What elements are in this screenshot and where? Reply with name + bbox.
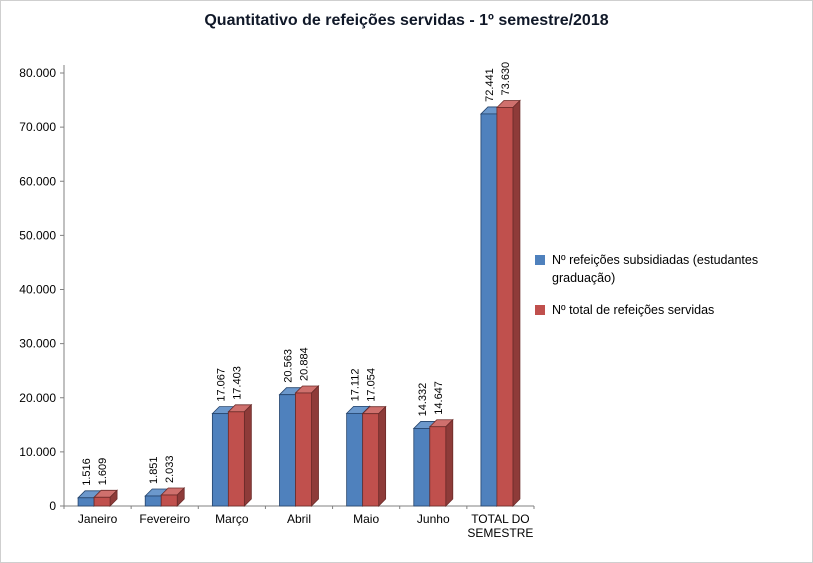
legend-item-total: Nº total de refeições servidas [535, 302, 791, 320]
svg-text:20.563: 20.563 [283, 349, 295, 383]
svg-text:40.000: 40.000 [19, 283, 56, 297]
svg-text:14.332: 14.332 [417, 383, 429, 417]
svg-text:14.647: 14.647 [433, 381, 445, 415]
svg-text:Maio: Maio [353, 512, 379, 526]
legend-swatch-red-icon [535, 305, 545, 315]
svg-text:Abril: Abril [287, 512, 311, 526]
svg-text:0: 0 [49, 499, 56, 513]
svg-text:17.112: 17.112 [350, 369, 362, 402]
svg-text:2.033: 2.033 [164, 455, 176, 483]
legend-swatch-blue-icon [535, 255, 545, 265]
svg-text:17.403: 17.403 [231, 366, 243, 400]
svg-text:SEMESTRE: SEMESTRE [467, 526, 533, 540]
svg-text:17.067: 17.067 [215, 368, 227, 402]
svg-text:72.441: 72.441 [484, 68, 496, 102]
svg-text:20.000: 20.000 [19, 391, 56, 405]
svg-text:Janeiro: Janeiro [78, 512, 118, 526]
svg-text:17.054: 17.054 [366, 368, 378, 402]
svg-text:1.516: 1.516 [81, 458, 93, 486]
svg-text:1.609: 1.609 [97, 458, 109, 486]
svg-text:60.000: 60.000 [19, 174, 56, 188]
legend: Nº refeições subsidiadas (estudantes gra… [535, 252, 791, 335]
svg-text:10.000: 10.000 [19, 445, 56, 459]
svg-text:73.630: 73.630 [500, 62, 512, 96]
svg-text:20.884: 20.884 [299, 347, 311, 381]
svg-text:Março: Março [215, 512, 249, 526]
svg-text:Fevereiro: Fevereiro [139, 512, 190, 526]
legend-label-total: Nº total de refeições servidas [552, 303, 715, 317]
svg-text:50.000: 50.000 [19, 228, 56, 242]
svg-text:1.851: 1.851 [148, 456, 160, 484]
svg-text:80.000: 80.000 [19, 66, 56, 80]
svg-text:Junho: Junho [417, 512, 450, 526]
legend-item-subsidized: Nº refeições subsidiadas (estudantes gra… [535, 252, 791, 287]
svg-text:30.000: 30.000 [19, 337, 56, 351]
svg-text:TOTAL DO: TOTAL DO [471, 512, 529, 526]
chart-title: Quantitativo de refeições servidas - 1º … [204, 12, 609, 29]
svg-text:70.000: 70.000 [19, 120, 56, 134]
legend-label-subsidized: Nº refeições subsidiadas (estudantes gra… [552, 253, 759, 285]
